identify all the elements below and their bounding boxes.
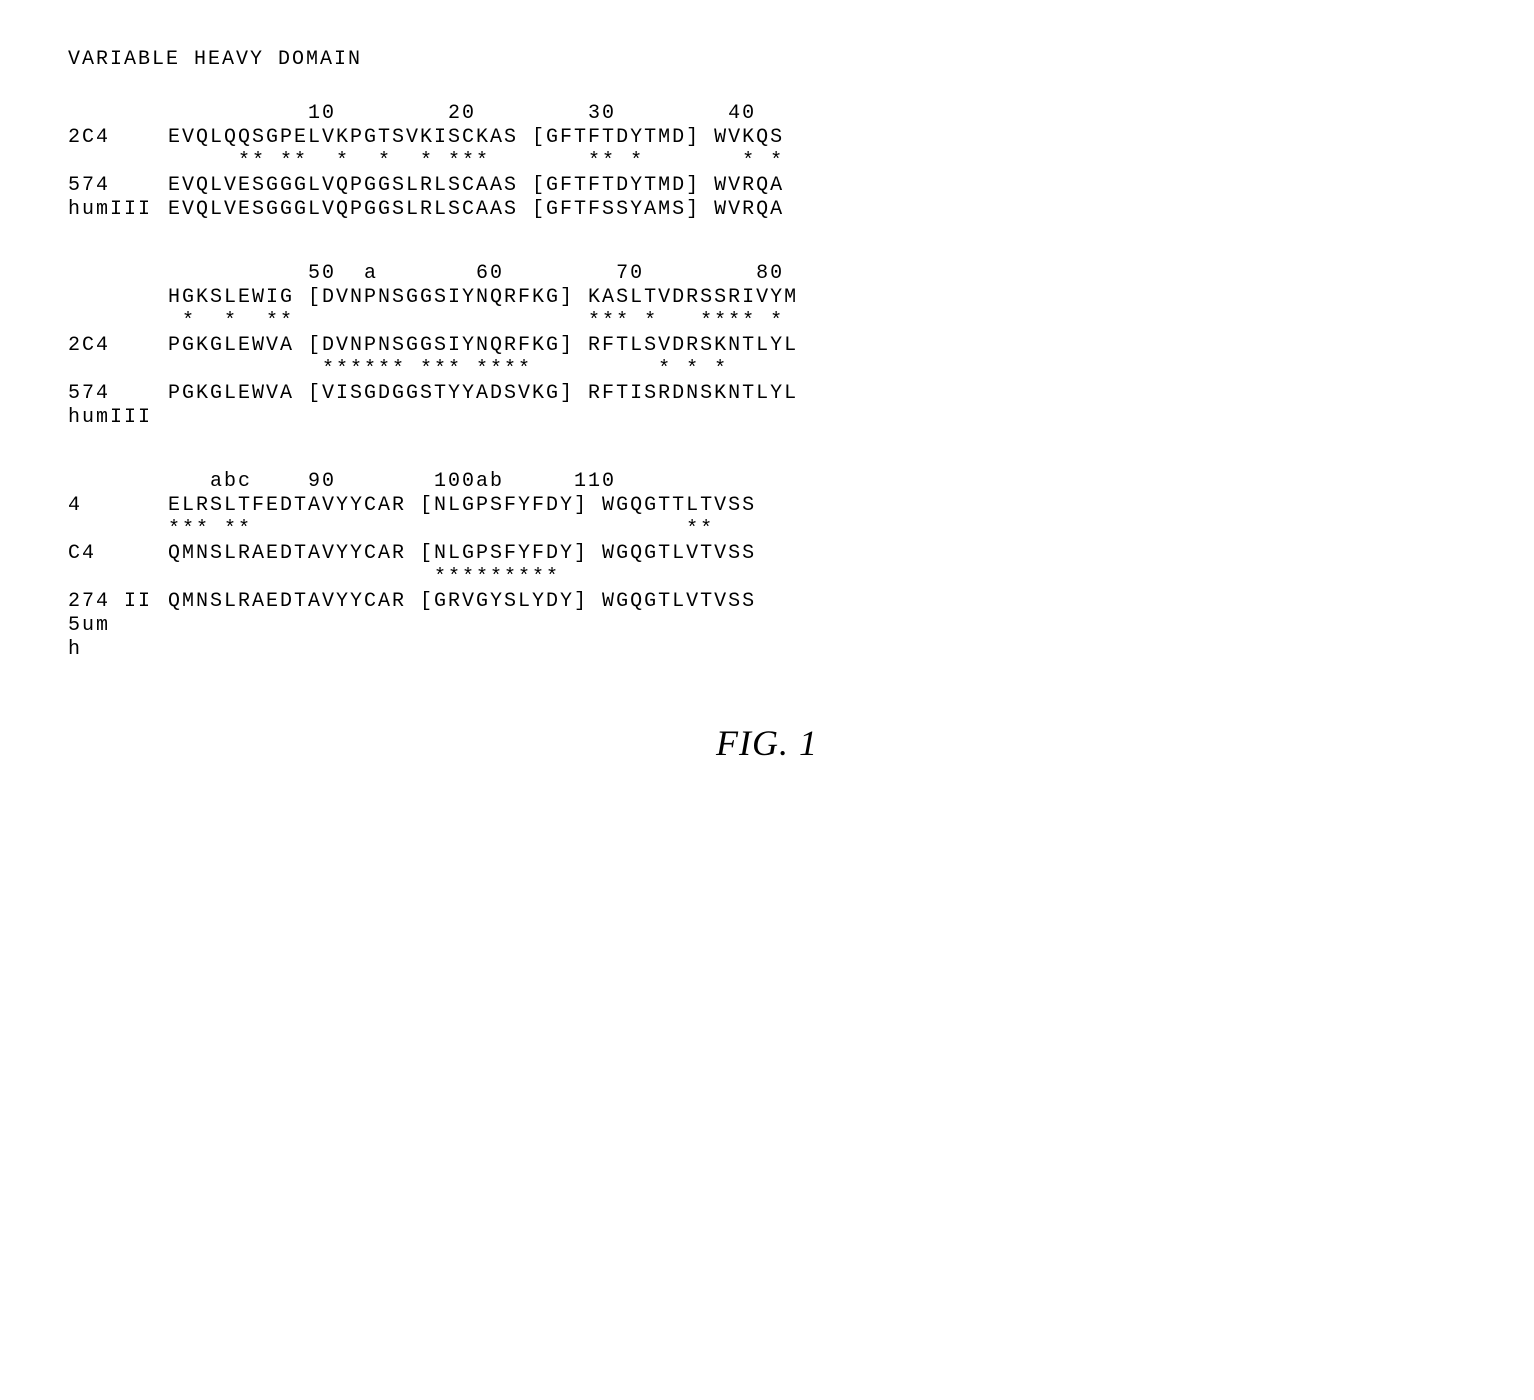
alignment-block-1: 10 20 30 40 2C4 EVQLQQSGPELVKPGTSVKISCKA… bbox=[68, 102, 1466, 222]
sequence-text: PGKGLEWVA [VISGDGGSTYYADSVKG] RFTISRDNSK… bbox=[168, 382, 798, 406]
sequence-label: C4 bbox=[68, 542, 168, 566]
sequence-label: 574 bbox=[68, 382, 168, 406]
sequence-text: QMNSLRAEDTAVYYCAR [GRVGYSLYDY] WGQGTLVTV… bbox=[168, 590, 756, 614]
extra-label-row: 5um bbox=[68, 614, 1466, 638]
sequence-label: 2C4 bbox=[68, 334, 168, 358]
figure-caption: FIG. 1 bbox=[68, 722, 1466, 765]
sequence-row: 574 PGKGLEWVA [VISGDGGSTYYADSVKG] RFTISR… bbox=[68, 382, 1466, 406]
match-stars: * * ** *** * **** * bbox=[168, 310, 1466, 334]
alignment-block-3: abc 90 100ab 110 4 ELRSLTFEDTAVYYCAR [NL… bbox=[68, 470, 1466, 662]
match-stars: ********* bbox=[168, 566, 1466, 590]
sequence-row: C4 QMNSLRAEDTAVYYCAR [NLGPSFYFDY] WGQGTL… bbox=[68, 542, 1466, 566]
sequence-text: ELRSLTFEDTAVYYCAR [NLGPSFYFDY] WGQGTTLTV… bbox=[168, 494, 756, 518]
sequence-label: humIII bbox=[68, 198, 168, 222]
sequence-row: 2C4 EVQLQQSGPELVKPGTSVKISCKAS [GFTFTDYTM… bbox=[68, 126, 1466, 150]
sequence-row: HGKSLEWIG [DVNPNSGGSIYNQRFKG] KASLTVDRSS… bbox=[68, 286, 1466, 310]
page-title: VARIABLE HEAVY DOMAIN bbox=[68, 48, 1466, 72]
sequence-label: 5um bbox=[68, 614, 168, 638]
sequence-text: PGKGLEWVA [DVNPNSGGSIYNQRFKG] RFTLSVDRSK… bbox=[168, 334, 798, 358]
position-ruler: 50 a 60 70 80 bbox=[168, 262, 1466, 286]
extra-label-row: humIII bbox=[68, 406, 1466, 430]
sequence-label: h bbox=[68, 638, 168, 662]
position-ruler: abc 90 100ab 110 bbox=[168, 470, 1466, 494]
match-stars: *** ** ** bbox=[168, 518, 1466, 542]
sequence-label: 2C4 bbox=[68, 126, 168, 150]
sequence-row: 4 ELRSLTFEDTAVYYCAR [NLGPSFYFDY] WGQGTTL… bbox=[68, 494, 1466, 518]
position-ruler: 10 20 30 40 bbox=[168, 102, 1466, 126]
sequence-row: 274 II QMNSLRAEDTAVYYCAR [GRVGYSLYDY] WG… bbox=[68, 590, 1466, 614]
sequence-text: EVQLQQSGPELVKPGTSVKISCKAS [GFTFTDYTMD] W… bbox=[168, 126, 784, 150]
sequence-label: humIII bbox=[68, 406, 168, 430]
extra-label-row: h bbox=[68, 638, 1466, 662]
sequence-label: 274 II bbox=[68, 590, 168, 614]
match-stars: ** ** * * * *** ** * * * bbox=[168, 150, 1466, 174]
sequence-row: 574 EVQLVESGGGLVQPGGSLRLSCAAS [GFTFTDYTM… bbox=[68, 174, 1466, 198]
sequence-text: EVQLVESGGGLVQPGGSLRLSCAAS [GFTFSSYAMS] W… bbox=[168, 198, 784, 222]
sequence-label: 4 bbox=[68, 494, 168, 518]
sequence-text: QMNSLRAEDTAVYYCAR [NLGPSFYFDY] WGQGTLVTV… bbox=[168, 542, 756, 566]
sequence-text: EVQLVESGGGLVQPGGSLRLSCAAS [GFTFTDYTMD] W… bbox=[168, 174, 784, 198]
sequence-row: 2C4 PGKGLEWVA [DVNPNSGGSIYNQRFKG] RFTLSV… bbox=[68, 334, 1466, 358]
sequence-label: 574 bbox=[68, 174, 168, 198]
sequence-row: humIII EVQLVESGGGLVQPGGSLRLSCAAS [GFTFSS… bbox=[68, 198, 1466, 222]
sequence-text: HGKSLEWIG [DVNPNSGGSIYNQRFKG] KASLTVDRSS… bbox=[168, 286, 798, 310]
alignment-block-2: 50 a 60 70 80 HGKSLEWIG [DVNPNSGGSIYNQRF… bbox=[68, 262, 1466, 430]
match-stars: ****** *** **** * * * bbox=[168, 358, 1466, 382]
